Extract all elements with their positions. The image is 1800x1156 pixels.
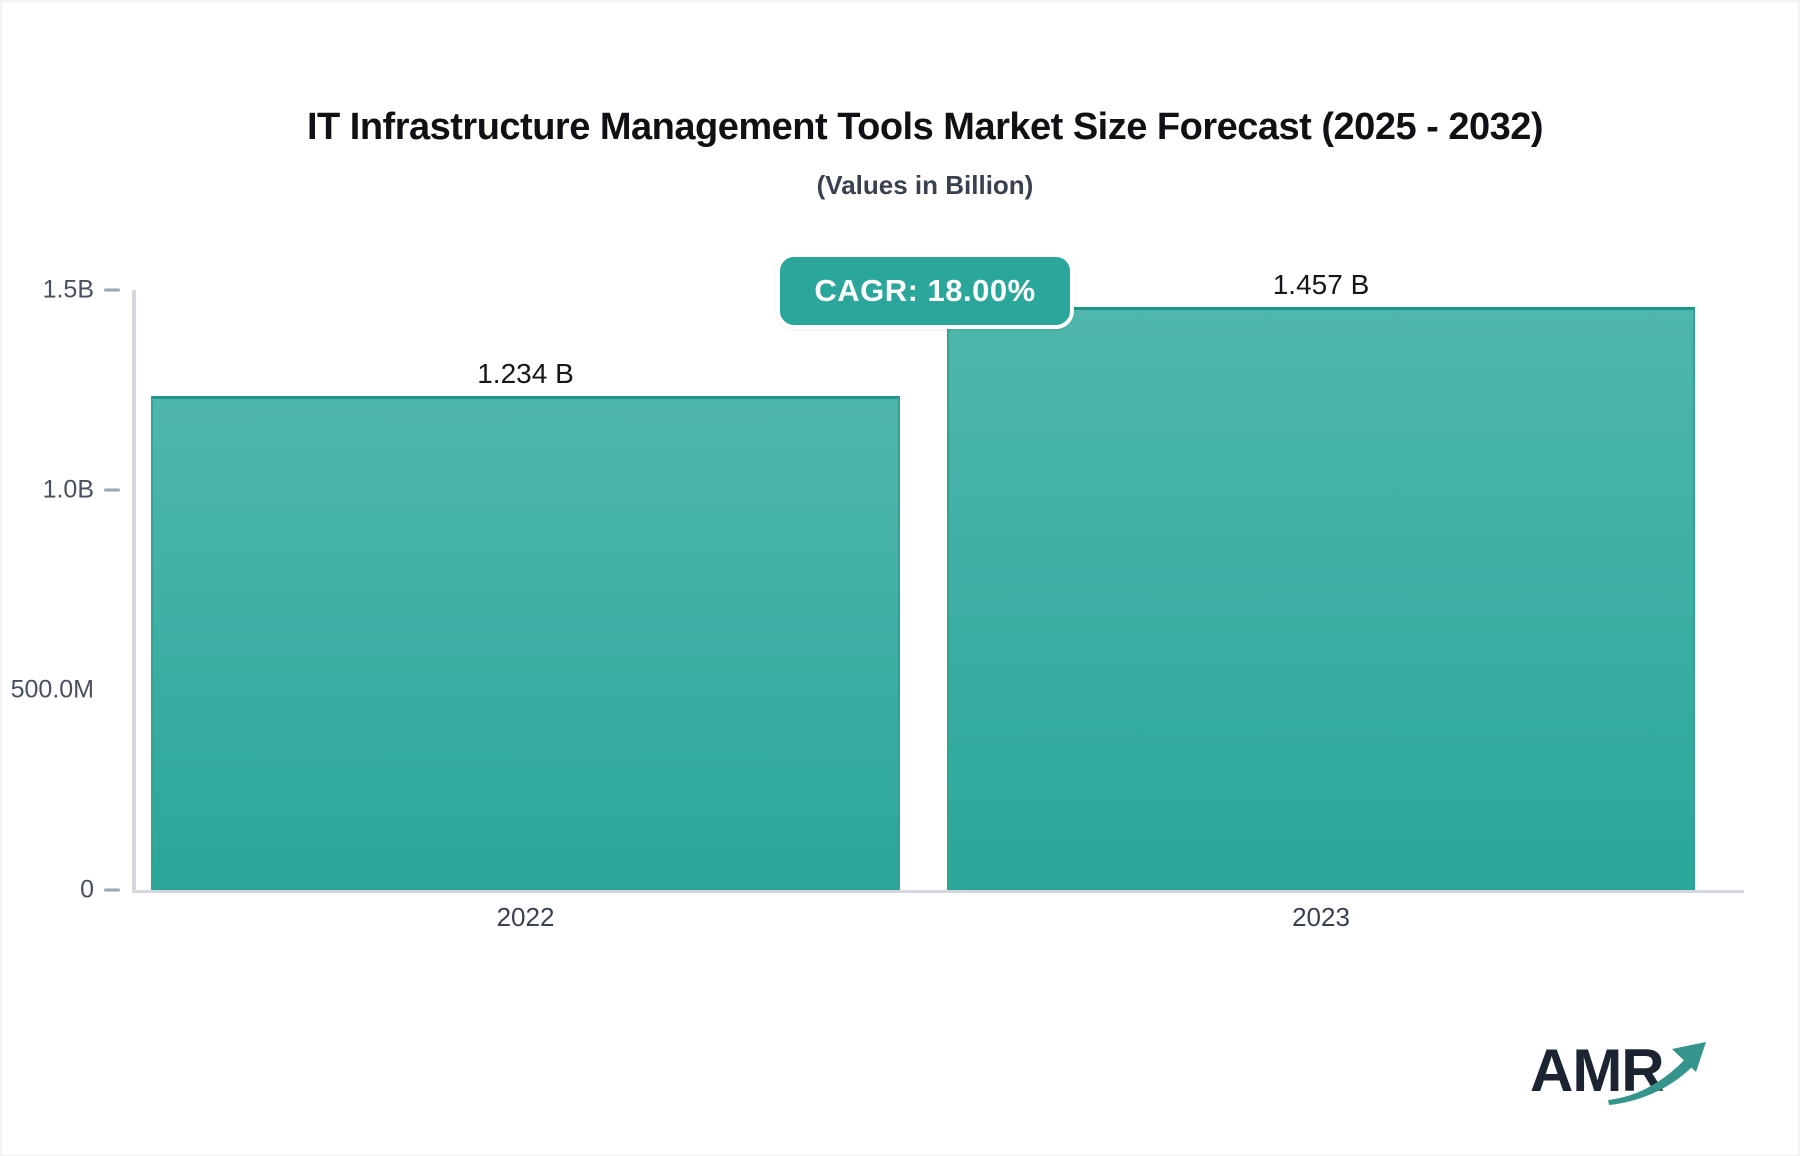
- y-tick-1-5b: 1.5B: [2, 276, 120, 305]
- cagr-badge-label: CAGR: 18.00%: [814, 273, 1036, 308]
- y-tick-label: 0: [80, 875, 94, 904]
- y-tick-dash: [104, 488, 120, 492]
- y-tick-dash: [104, 288, 120, 292]
- y-tick-dash: [104, 888, 120, 892]
- x-axis-label-2022: 2022: [496, 902, 555, 932]
- y-tick-label: 1.5B: [42, 275, 94, 304]
- growth-arrow-icon: [1608, 1042, 1706, 1105]
- bar-2023: 1.457 B: [947, 269, 1695, 890]
- y-tick-0: 0: [2, 876, 120, 905]
- y-tick-500m: 500.0M: [2, 676, 120, 705]
- amr-logo: AMR: [1530, 1030, 1720, 1116]
- bar-value-label: 1.234 B: [477, 358, 574, 390]
- y-tick-label: 500.0M: [10, 675, 94, 704]
- y-tick-label: 1.0B: [42, 475, 94, 504]
- chart-subtitle: (Values in Billion): [816, 170, 1034, 200]
- y-axis-line: [132, 290, 136, 892]
- x-axis-label-2023: 2023: [1292, 902, 1350, 932]
- chart-title: IT Infrastructure Management Tools Marke…: [306, 106, 1544, 148]
- bar-2022: 1.234 B: [151, 358, 900, 890]
- y-tick-1-0b: 1.0B: [2, 476, 120, 505]
- x-axis-line: [132, 890, 1744, 893]
- bar-value-label: 1.457 B: [1272, 269, 1370, 301]
- plot-area: 1.5B 1.0B 500.0M 0 1.234 B 1.457 B 2022 …: [11, 269, 1744, 932]
- cagr-badge: CAGR: 18.00%: [776, 253, 1074, 329]
